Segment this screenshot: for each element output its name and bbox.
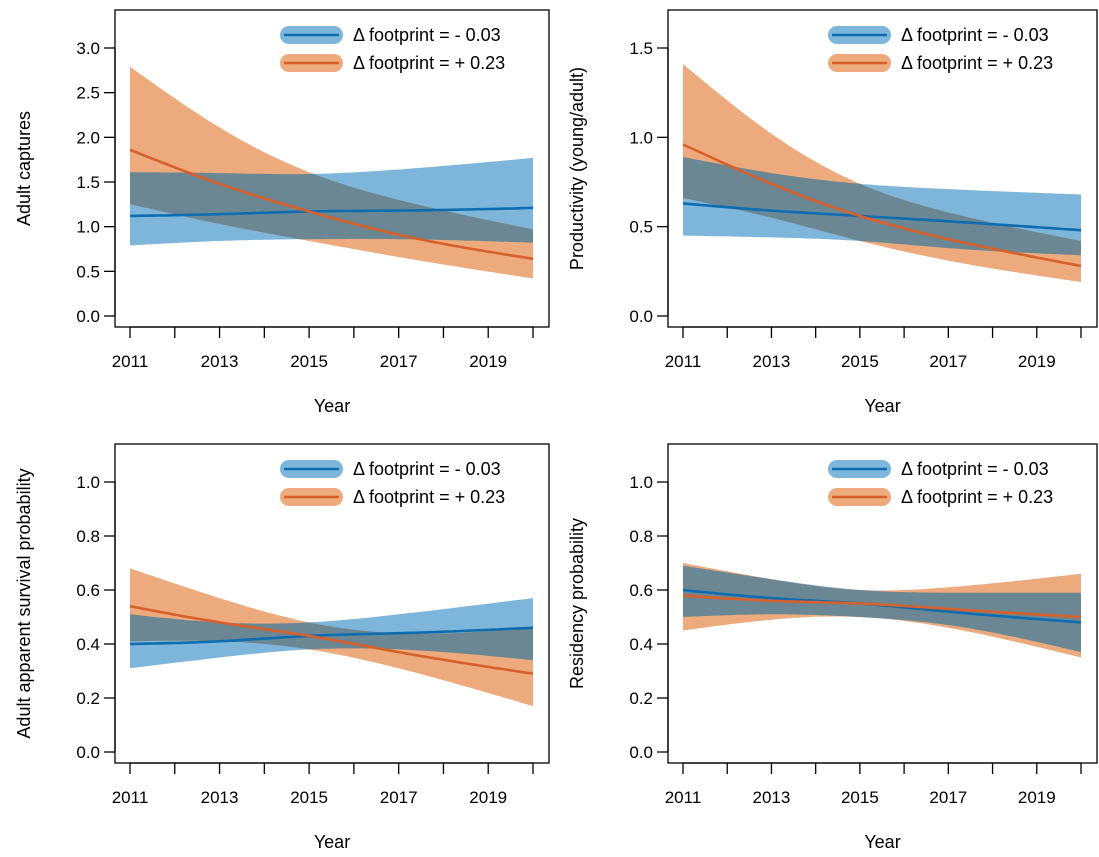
- x-tick-label: 2013: [201, 352, 239, 371]
- legend: Δ footprint = - 0.03 Δ footprint = + 0.23: [280, 25, 505, 73]
- series-line-blue: [130, 206, 534, 218]
- y-tick-label: 0.4: [76, 635, 100, 654]
- y-tick-label: 0.6: [76, 581, 100, 600]
- x-tick-label: 2013: [201, 788, 239, 807]
- y-tick-label: 2.0: [76, 128, 100, 147]
- legend: Δ footprint = - 0.03 Δ footprint = + 0.23: [828, 459, 1053, 507]
- series-line-orange: [129, 148, 534, 261]
- y-tick-label: 0.2: [76, 689, 100, 708]
- y-tick-label: 0.0: [629, 743, 653, 762]
- x-tick-label: 2011: [112, 788, 149, 807]
- x-tick-label: 2019: [469, 352, 507, 371]
- y-tick-label: 0.8: [76, 527, 100, 546]
- plot-area: [682, 563, 1082, 658]
- series-line-blue: [129, 626, 534, 646]
- legend-label-blue: Δ footprint = - 0.03: [353, 25, 501, 45]
- x-axis-title: Year: [314, 832, 350, 852]
- ci-band-overlap: [130, 614, 533, 661]
- y-tick-label: 0.0: [76, 307, 100, 326]
- y-tick-label: 0.2: [629, 689, 653, 708]
- y-axis-title: Adult apparent survival probability: [14, 468, 34, 738]
- y-tick-label: 0.0: [76, 743, 100, 762]
- y-tick-label: 0.5: [76, 262, 100, 281]
- series-line-orange: [682, 143, 1082, 268]
- legend-label-orange: Δ footprint = + 0.23: [901, 53, 1053, 73]
- legend-label-orange: Δ footprint = + 0.23: [353, 53, 505, 73]
- plot-area: [129, 66, 534, 279]
- legend-label-orange: Δ footprint = + 0.23: [901, 487, 1053, 507]
- y-axis-title: Residency probability: [567, 518, 587, 689]
- y-tick-label: 1.0: [629, 128, 653, 147]
- y-tick-label: 0.5: [629, 218, 653, 237]
- y-tick-label: 0.8: [629, 527, 653, 546]
- ci-band-overlap: [683, 565, 1081, 653]
- x-tick-label: 2011: [112, 352, 149, 371]
- x-tick-label: 2013: [753, 788, 791, 807]
- x-tick-label: 2017: [929, 788, 967, 807]
- x-tick-label: 2019: [1018, 788, 1056, 807]
- plot-area: [129, 568, 534, 707]
- x-tick-label: 2017: [380, 788, 418, 807]
- y-tick-label: 1.0: [629, 473, 653, 492]
- x-tick-label: 2019: [469, 788, 507, 807]
- x-tick-label: 2015: [841, 352, 879, 371]
- x-tick-label: 2013: [753, 352, 791, 371]
- legend-label-blue: Δ footprint = - 0.03: [901, 25, 1049, 45]
- legend-label-blue: Δ footprint = - 0.03: [353, 459, 501, 479]
- x-tick-label: 2019: [1018, 352, 1056, 371]
- x-axis-title: Year: [314, 396, 350, 416]
- y-tick-label: 1.5: [76, 173, 100, 192]
- ci-band-overlap: [683, 157, 1081, 256]
- x-tick-label: 2017: [929, 352, 967, 371]
- y-tick-label: 1.0: [76, 473, 100, 492]
- x-axis-title: Year: [864, 396, 900, 416]
- panel-top-left: 2011 2013 2015 2017 2019 0.0 0.5 1.0 1.5 2.0 2.5 3.…: [14, 9, 550, 416]
- x-axis-title: Year: [864, 832, 900, 852]
- panel-bottom-left: 2011 2013 2015 2017 2019 0.0 0.2 0.4 0.6 0.8 1.0 Ye…: [14, 443, 550, 852]
- y-tick-label: 0.0: [629, 307, 653, 326]
- y-axis-title: Productivity (young/adult): [567, 67, 587, 270]
- legend-label-orange: Δ footprint = + 0.23: [353, 487, 505, 507]
- y-tick-label: 0.4: [629, 635, 653, 654]
- y-tick-label: 3.0: [76, 39, 100, 58]
- legend: Δ footprint = - 0.03 Δ footprint = + 0.23: [280, 459, 505, 507]
- x-tick-label: 2011: [665, 788, 702, 807]
- y-tick-label: 1.0: [76, 218, 100, 237]
- panel-bottom-right: 2011 2013 2015 2017 2019 0.0 0.2 0.4 0.6 0.8 1.0 Ye…: [567, 443, 1098, 852]
- plot-area: [682, 64, 1082, 283]
- series-line-orange: [682, 594, 1082, 619]
- series-line-blue: [682, 202, 1082, 232]
- x-tick-label: 2015: [290, 352, 328, 371]
- legend-label-blue: Δ footprint = - 0.03: [901, 459, 1049, 479]
- series-line-orange: [129, 604, 534, 675]
- x-tick-label: 2015: [841, 788, 879, 807]
- y-tick-label: 2.5: [76, 84, 100, 103]
- x-tick-label: 2017: [380, 352, 418, 371]
- x-tick-label: 2015: [290, 788, 328, 807]
- y-axis-title: Adult captures: [14, 111, 34, 226]
- ci-band-overlap: [130, 172, 533, 243]
- x-tick-label: 2011: [665, 352, 702, 371]
- y-tick-label: 0.6: [629, 581, 653, 600]
- legend: Δ footprint = - 0.03 Δ footprint = + 0.23: [828, 25, 1053, 73]
- y-tick-label: 1.5: [629, 39, 653, 58]
- panel-top-right: 2011 2013 2015 2017 2019 0.0 0.5 1.0 1.5 Year Prod…: [567, 9, 1098, 416]
